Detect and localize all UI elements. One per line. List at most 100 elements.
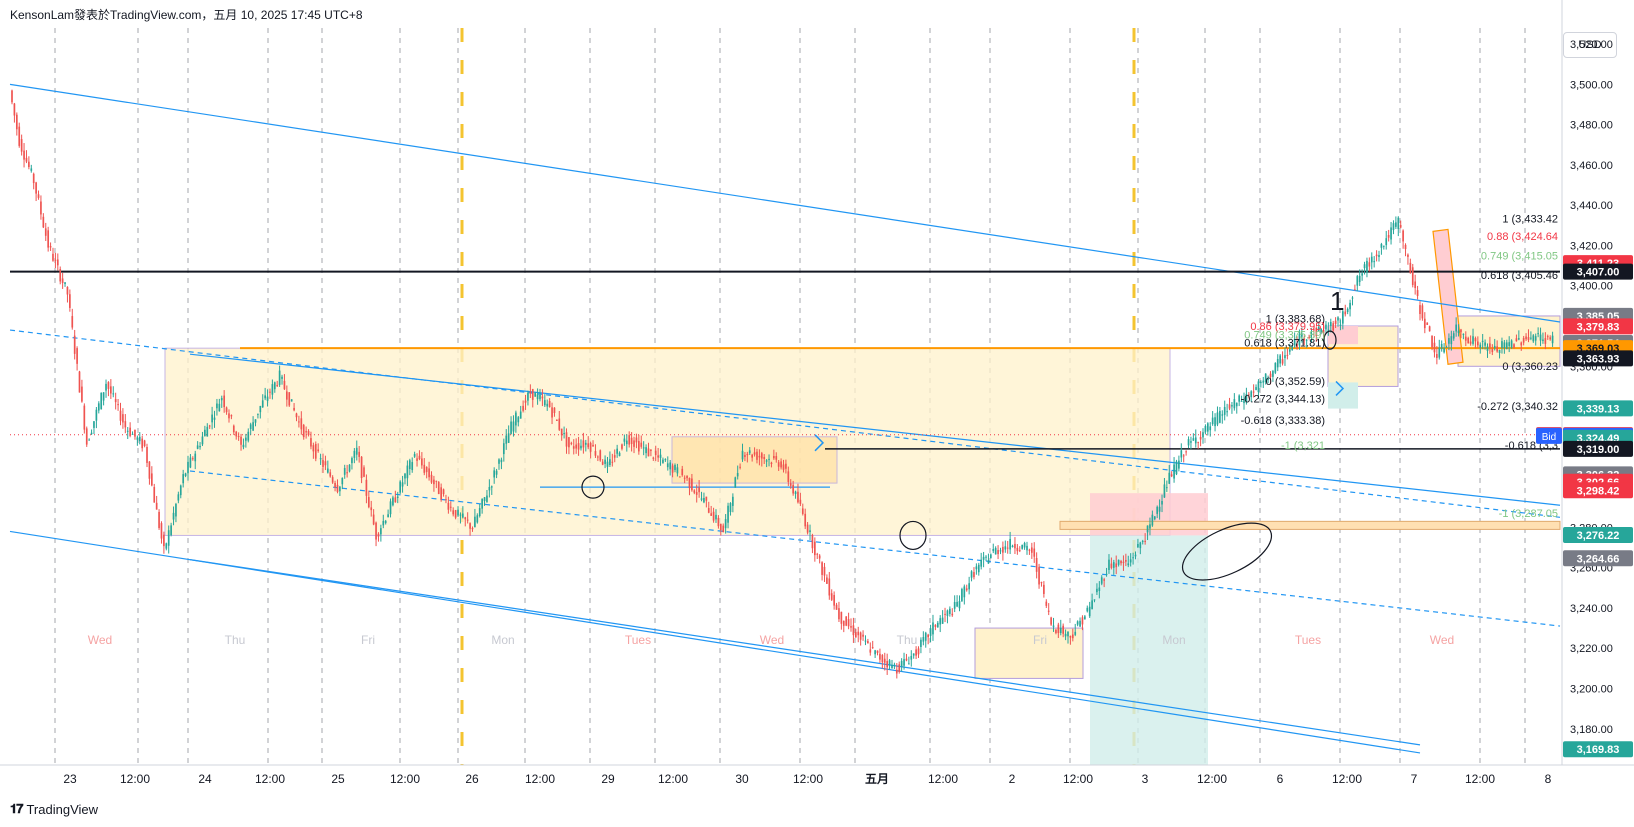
candle-body (1187, 439, 1190, 446)
wave-label: 1 (1330, 286, 1344, 316)
candle-body (1112, 562, 1115, 568)
candle-body (558, 418, 561, 430)
candle-body (469, 523, 471, 529)
candle-body (1375, 254, 1378, 257)
candle-body (1173, 464, 1175, 479)
thin-zone-box (1059, 520, 1561, 530)
candle-body (739, 466, 741, 468)
candle-body (404, 473, 406, 479)
candle-body (994, 548, 997, 555)
candle-body (317, 449, 320, 452)
candle-body (1462, 333, 1465, 335)
price-label-text: 3,276.22 (1577, 530, 1620, 542)
candle-body (1269, 373, 1272, 377)
candle-body (1043, 584, 1045, 594)
candle-body (801, 508, 804, 514)
candle-body (237, 436, 240, 438)
candle-body (1045, 601, 1048, 606)
candle-body (597, 456, 599, 458)
candle-body (1151, 514, 1154, 526)
candle-body (1390, 227, 1392, 240)
time-axis[interactable]: 23 12:00 24 12:00 25 12:00 26 12:00 29 12:00 30 12:… (0, 764, 1634, 786)
candle-body (1238, 395, 1241, 402)
lower-channel-line-2 (189, 559, 1421, 746)
candle-body (789, 483, 792, 486)
candle-body (341, 477, 344, 485)
candle-body (1281, 359, 1284, 364)
candle-body (847, 619, 850, 627)
candle-body (49, 246, 52, 248)
candle-body (1103, 579, 1105, 581)
tradingview-logo-text: TradingView (26, 801, 99, 817)
candle-body (76, 348, 78, 364)
candle-body (138, 436, 141, 442)
candle-body (447, 502, 450, 510)
candle-body (498, 459, 500, 464)
candle-body (211, 414, 213, 423)
candle-body (958, 601, 961, 609)
candle-body (760, 453, 763, 459)
candle-body (671, 465, 674, 473)
candle-body (594, 451, 597, 456)
price-axis[interactable]: 3,180.003,200.003,220.003,240.003,260.00… (1561, 0, 1613, 765)
candle-body (1498, 350, 1501, 354)
price-tick-label: 3,520.00 (1570, 39, 1613, 51)
candle-body (276, 385, 279, 387)
candle-body (1513, 344, 1515, 348)
candle-body (466, 519, 469, 521)
candle-body (693, 490, 696, 493)
candle-body (40, 201, 42, 215)
candle-body (529, 392, 532, 394)
candle-body (599, 450, 602, 461)
currency-selector[interactable]: USD (1563, 32, 1617, 58)
candle-body (37, 194, 40, 198)
candle-body (495, 470, 498, 475)
candle-body (500, 459, 503, 463)
candle-body (1469, 341, 1472, 344)
candle-body (1035, 558, 1038, 572)
candle-body (196, 445, 199, 449)
candle-body (553, 407, 556, 414)
candle-body (13, 103, 16, 116)
candle-body (134, 429, 136, 437)
candle-body (507, 433, 510, 443)
candle-body (331, 477, 334, 483)
candle-body (753, 452, 756, 455)
circle-marker (899, 520, 927, 551)
candle-body (1356, 276, 1359, 286)
candle-body (920, 639, 922, 647)
candle-body (370, 507, 373, 511)
candle-body (208, 425, 211, 427)
candle-body (242, 444, 245, 448)
fib-label-right: -1 (3,287.05 (1499, 508, 1558, 520)
upper-channel-line (9, 83, 1561, 323)
candle-body (1288, 349, 1291, 352)
candle-body (589, 442, 592, 452)
candle-body (1247, 394, 1250, 396)
candle-body (348, 464, 351, 472)
candle-body (1358, 275, 1361, 283)
candle-body (999, 550, 1002, 552)
candle-body (293, 407, 295, 411)
time-tick-label: 12:00 (390, 772, 420, 786)
tradingview-logo[interactable]: 𝟏𝟕 TradingView (10, 801, 98, 817)
price-label-bg (1563, 400, 1633, 417)
candle-body (883, 658, 886, 663)
candle-body (71, 316, 74, 328)
candle-body (155, 502, 158, 510)
candle-body (1069, 635, 1072, 638)
candle-body (1149, 524, 1151, 529)
time-tick-label: 12:00 (793, 772, 823, 786)
candle-body (951, 613, 954, 616)
candle-body (1426, 322, 1429, 325)
weekday-label: Wed (760, 633, 784, 647)
candle-body (1489, 343, 1491, 348)
candle-body (1334, 320, 1337, 324)
time-tick-label: 23 (63, 772, 77, 786)
candle-body (1137, 544, 1139, 548)
candle-body (886, 661, 889, 668)
candle-body (1182, 455, 1185, 457)
candle-body (773, 455, 775, 459)
candle-body (1370, 256, 1373, 263)
